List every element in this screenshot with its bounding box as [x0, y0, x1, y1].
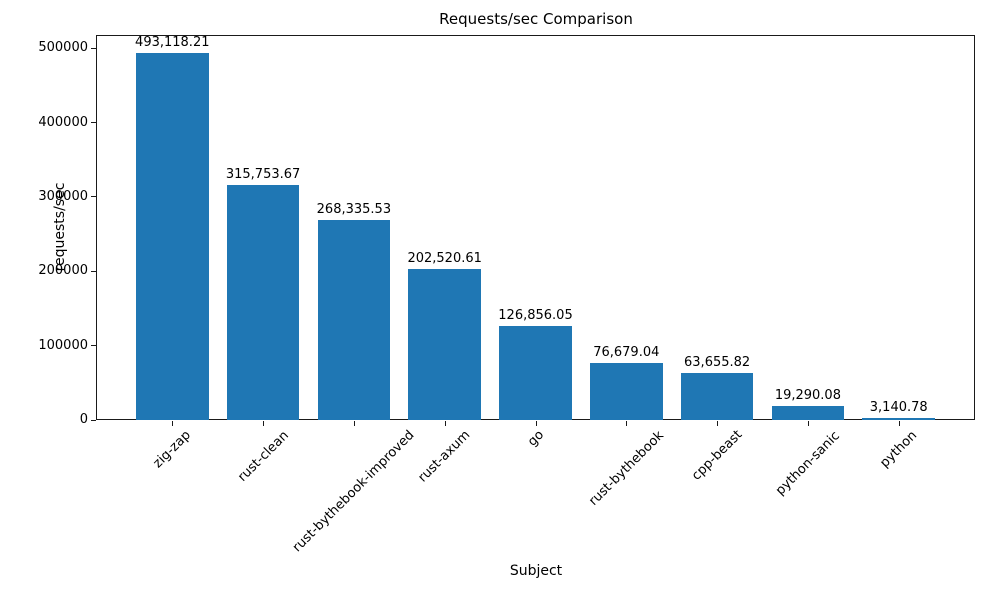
y-tick-label: 300000	[38, 188, 88, 204]
x-tick	[172, 421, 174, 426]
bar-value-label: 202,520.61	[407, 251, 482, 267]
y-tick	[91, 47, 96, 49]
bar	[499, 325, 572, 420]
x-tick-label: python	[877, 427, 921, 471]
bar	[226, 185, 300, 420]
bar-value-label: 268,335.53	[316, 202, 392, 218]
y-tick	[91, 122, 96, 124]
y-tick	[91, 196, 96, 198]
x-tick-label: go	[524, 427, 547, 450]
x-tick-label: rust-clean	[234, 427, 292, 485]
y-tick	[91, 419, 96, 421]
bar	[317, 220, 391, 420]
x-axis-label: Subject	[509, 563, 563, 579]
bar-value-label: 3,140.78	[869, 399, 928, 415]
chart-title: Requests/sec Comparison	[439, 10, 633, 28]
y-tick-label: 0	[79, 412, 88, 427]
x-tick	[807, 421, 809, 426]
y-tick-label: 200000	[38, 263, 88, 279]
y-tick-label: 100000	[38, 337, 88, 353]
x-tick-label: rust-axum	[415, 428, 474, 486]
bar	[862, 417, 936, 420]
bar-value-label: 19,290.08	[774, 387, 841, 403]
bar	[771, 405, 845, 420]
x-tick-label: cpp-beast	[689, 427, 746, 485]
x-tick	[444, 421, 446, 426]
x-tick	[626, 421, 628, 426]
x-tick-label: zig-zap	[150, 427, 195, 472]
x-tick-label: python-sanic	[772, 428, 843, 498]
y-tick	[91, 270, 96, 272]
y-tick-label: 400000	[38, 114, 88, 130]
bar-value-label: 63,655.82	[684, 354, 751, 370]
y-axis-label: requests/sec	[52, 182, 68, 272]
x-tick	[535, 421, 537, 426]
y-tick	[91, 345, 96, 347]
bar	[135, 53, 209, 420]
bar-value-label: 126,856.05	[498, 307, 573, 323]
x-tick	[898, 421, 900, 426]
x-tick	[353, 421, 355, 426]
x-tick	[717, 421, 719, 426]
bar-value-label: 76,679.04	[593, 344, 660, 360]
bar	[680, 372, 754, 420]
x-tick-label: rust-bythebook	[586, 427, 667, 509]
bar-value-label: 493,118.21	[135, 35, 210, 51]
x-tick-label: rust-bythebook-improved	[290, 427, 418, 556]
bar	[408, 269, 481, 420]
y-tick-label: 500000	[38, 40, 88, 56]
bar	[589, 362, 663, 420]
bar-value-label: 315,753.67	[225, 167, 301, 183]
x-tick	[263, 421, 265, 426]
